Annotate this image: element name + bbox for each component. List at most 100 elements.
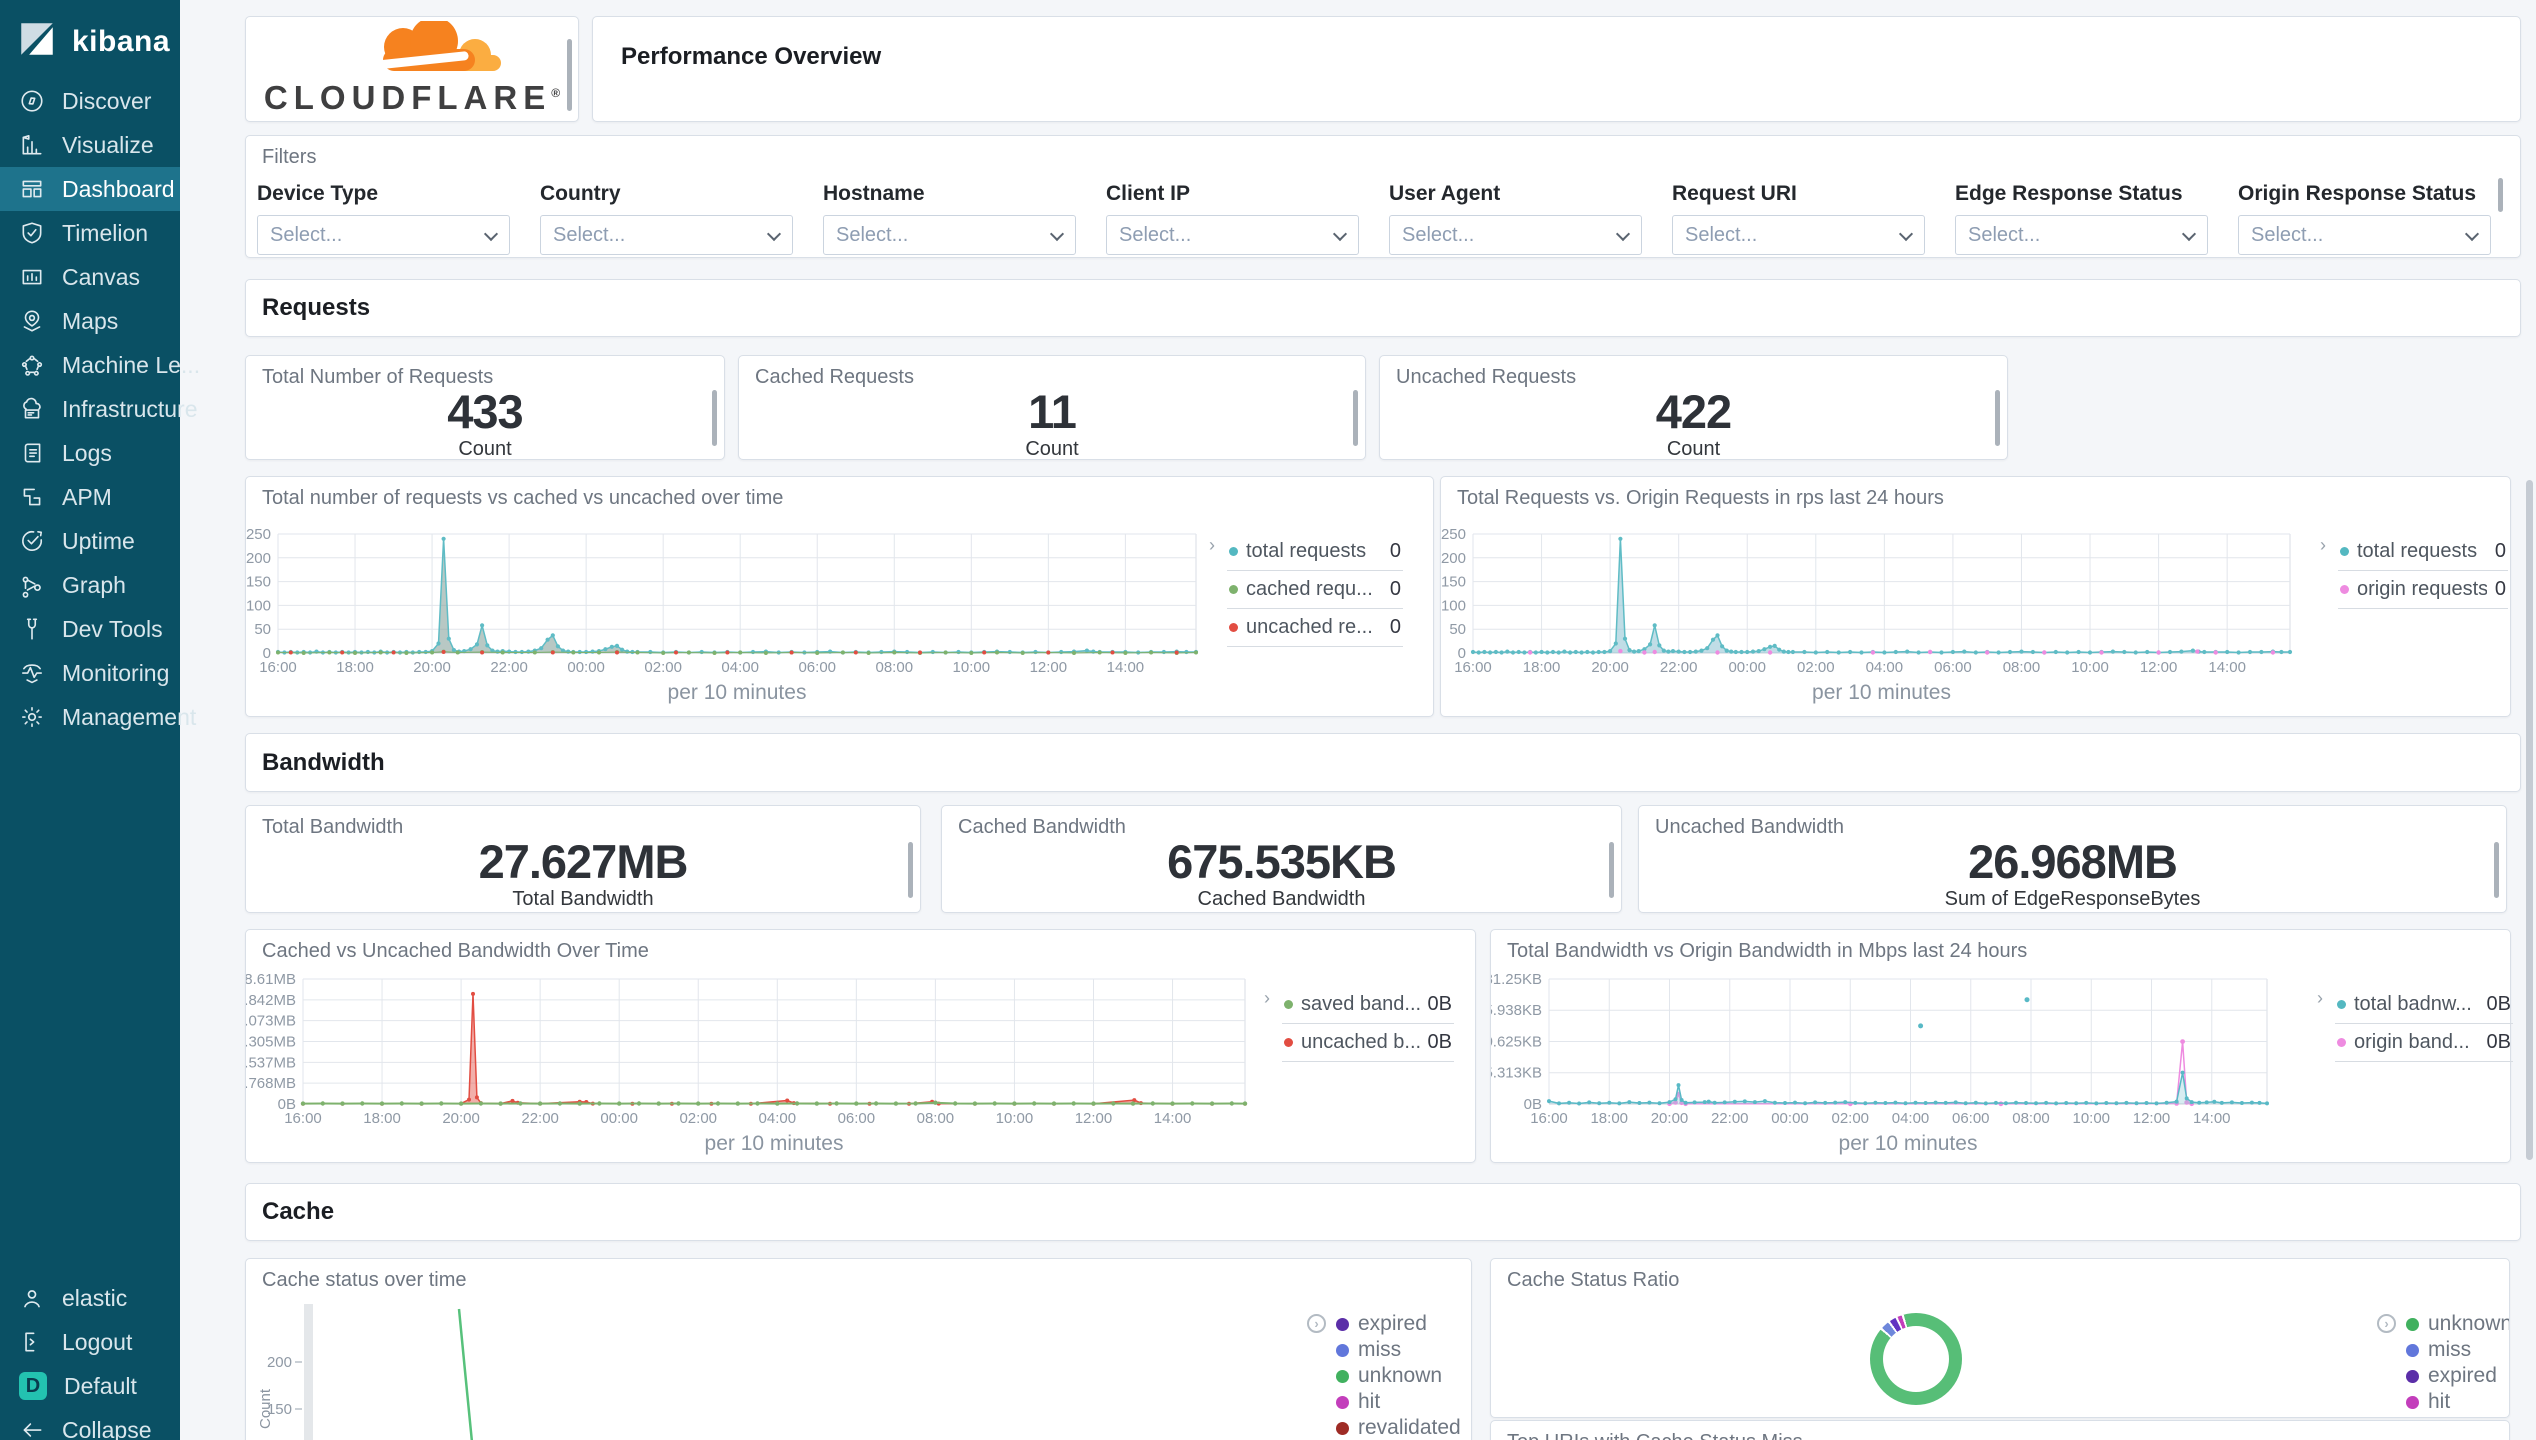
chart-plot[interactable]: 0 50 100 150 200 250 16:00 18:00 20:00 22:00 00:00… [246,477,1433,716]
sidebar-item-dev-tools[interactable]: Dev Tools [0,607,180,651]
cloudflare-cloud-icon [373,21,501,71]
filter-select-request-uri[interactable]: Select... [1672,215,1925,255]
chevron-down-icon [2464,226,2480,242]
legend-item-total-badnw-[interactable]: total badnw... 0B [2335,986,2513,1024]
logout-icon [19,1329,45,1355]
legend-item-total-requests[interactable]: total requests 0 [2338,533,2508,571]
filter-field-user-agent: User Agent Select... [1389,182,1642,255]
chart-legend: › total requests 0 cached requ... 0 uncached … [1209,533,1403,647]
sidebar-item-machine-le[interactable]: Machine Le... [0,343,200,387]
legend-item-hit[interactable]: hit [1336,1389,1461,1415]
legend-item-hit[interactable]: hit [2406,1389,2509,1415]
cloudflare-wordmark: CLOUDFLARE® [263,79,561,116]
panel-scrollbar[interactable] [2494,842,2499,898]
chart-plot[interactable]: 0B 4.768MB 9.537MB 14.305MB 19.073MB 23.842MB… [246,930,1475,1162]
sidebar-item-timelion[interactable]: Timelion [0,211,180,255]
x-axis-label: per 10 minutes [1839,1132,1978,1155]
sidebar-item-elastic[interactable]: elastic [0,1276,180,1320]
chart-plot[interactable]: 0 50 100 150 200 250 16:00 18:00 20:00 22:00 00:00… [1441,477,2510,716]
panel-scrollbar[interactable] [1609,842,1614,898]
filter-select-country[interactable]: Select... [540,215,793,255]
sidebar-item-label: Canvas [62,263,140,290]
legend-item-origin-requests[interactable]: origin requests 0 [2338,571,2508,609]
panel-scrollbar[interactable] [2498,178,2503,212]
legend-collapse-icon[interactable]: › [1307,1314,1326,1333]
metric-value: 422 [1655,385,1732,438]
legend-item-uncached-re-[interactable]: uncached re... 0 [1227,609,1403,647]
sidebar-item-logout[interactable]: Logout [0,1320,180,1364]
chart-plot[interactable]: Count 200 150 [246,1259,1471,1440]
kibana-logo[interactable]: kibana [0,0,180,79]
chart-total-vs-origin-requests: Total Requests vs. Origin Requests in rp… [1440,476,2511,717]
sidebar-item-uptime[interactable]: Uptime [0,519,180,563]
legend-item-miss[interactable]: miss [1336,1337,1461,1363]
sidebar-item-management[interactable]: Management [0,695,196,739]
legend-item-unknown[interactable]: unknown [1336,1363,1461,1389]
sidebar-item-logs[interactable]: Logs [0,431,180,475]
filter-select-origin-response-status[interactable]: Select... [2238,215,2491,255]
legend-collapse-icon[interactable]: › [2317,988,2323,1008]
sidebar-item-default[interactable]: D Default [0,1364,180,1408]
svg-text:14:00: 14:00 [1154,1110,1192,1127]
sidebar-item-label: Dev Tools [62,615,163,642]
filter-select-device-type[interactable]: Select... [257,215,510,255]
sidebar-item-collapse[interactable]: Collapse [0,1408,180,1440]
sidebar-item-label: Discover [62,87,152,114]
sidebar-item-maps[interactable]: Maps [0,299,180,343]
legend-collapse-icon[interactable]: › [2320,535,2326,555]
svg-text:22:00: 22:00 [521,1110,559,1127]
sidebar-item-dashboard[interactable]: Dashboard [0,167,180,211]
legend-item-miss[interactable]: miss [2406,1337,2509,1363]
ml-dots-icon [19,352,45,378]
legend-dot-icon [2406,1317,2419,1331]
filter-field-hostname: Hostname Select... [823,182,1076,255]
panel-scrollbar[interactable] [1995,390,2000,446]
filter-select-hostname[interactable]: Select... [823,215,1076,255]
legend-item-expired[interactable]: expired [1336,1311,1461,1337]
legend-item-uncached-b-[interactable]: uncached b... 0B [1282,1024,1454,1062]
sidebar-item-graph[interactable]: Graph [0,563,180,607]
metric-total-bandwidth: Total Bandwidth 27.627MB Total Bandwidth [245,805,921,913]
legend-item-origin-band-[interactable]: origin band... 0B [2335,1024,2513,1062]
legend-collapse-icon[interactable]: › [2377,1314,2396,1333]
chart-title: Cache status over time [262,1269,467,1291]
filter-select-user-agent[interactable]: Select... [1389,215,1642,255]
sidebar-item-infrastructure[interactable]: Infrastructure [0,387,198,431]
svg-text:02:00: 02:00 [679,1110,717,1127]
sidebar-item-canvas[interactable]: Canvas [0,255,180,299]
svg-text:22:00: 22:00 [1660,659,1698,676]
legend-collapse-icon[interactable]: › [1209,535,1215,555]
filter-select-client-ip[interactable]: Select... [1106,215,1359,255]
y-axis-label: Count [257,1388,274,1429]
sidebar-item-discover[interactable]: Discover [0,79,180,123]
log-file-icon [19,440,45,466]
legend-item-saved-band-[interactable]: saved band... 0B [1282,986,1454,1024]
chevron-down-icon [1332,226,1348,242]
legend-collapse-icon[interactable]: › [1264,988,1270,1008]
legend-item-cached-requ-[interactable]: cached requ... 0 [1227,571,1403,609]
sidebar-item-apm[interactable]: APM [0,475,180,519]
page-scrollbar[interactable] [2526,480,2533,1160]
legend-item-unknown[interactable]: unknown [2406,1311,2509,1337]
chart-plot[interactable]: 0B 195.313KB 390.625KB 585.938KB 781.25KB 16:… [1491,930,2510,1162]
page-title: Performance Overview [621,43,882,70]
sidebar-item-visualize[interactable]: Visualize [0,123,180,167]
panel-scrollbar[interactable] [1353,390,1358,446]
legend-item-expired[interactable]: expired [2406,1363,2509,1389]
panel-scrollbar[interactable] [567,39,572,111]
svg-text:200: 200 [267,1354,292,1371]
legend-label: miss [1358,1338,1402,1361]
legend-dot-icon [1229,585,1238,594]
legend-item-total-requests[interactable]: total requests 0 [1227,533,1403,571]
svg-text:28.61MB: 28.61MB [246,971,296,988]
cache-status-donut[interactable] [1870,1313,1962,1405]
sidebar-item-monitoring[interactable]: Monitoring [0,651,180,695]
legend-value: 0 [1389,540,1401,562]
panel-scrollbar[interactable] [908,842,913,898]
legend-item-revalidated[interactable]: revalidated [1336,1415,1461,1440]
sidebar-item-label: Monitoring [62,659,170,686]
svg-text:00:00: 00:00 [600,1110,638,1127]
legend-label: hit [1358,1390,1381,1413]
filter-select-edge-response-status[interactable]: Select... [1955,215,2208,255]
panel-scrollbar[interactable] [712,390,717,446]
